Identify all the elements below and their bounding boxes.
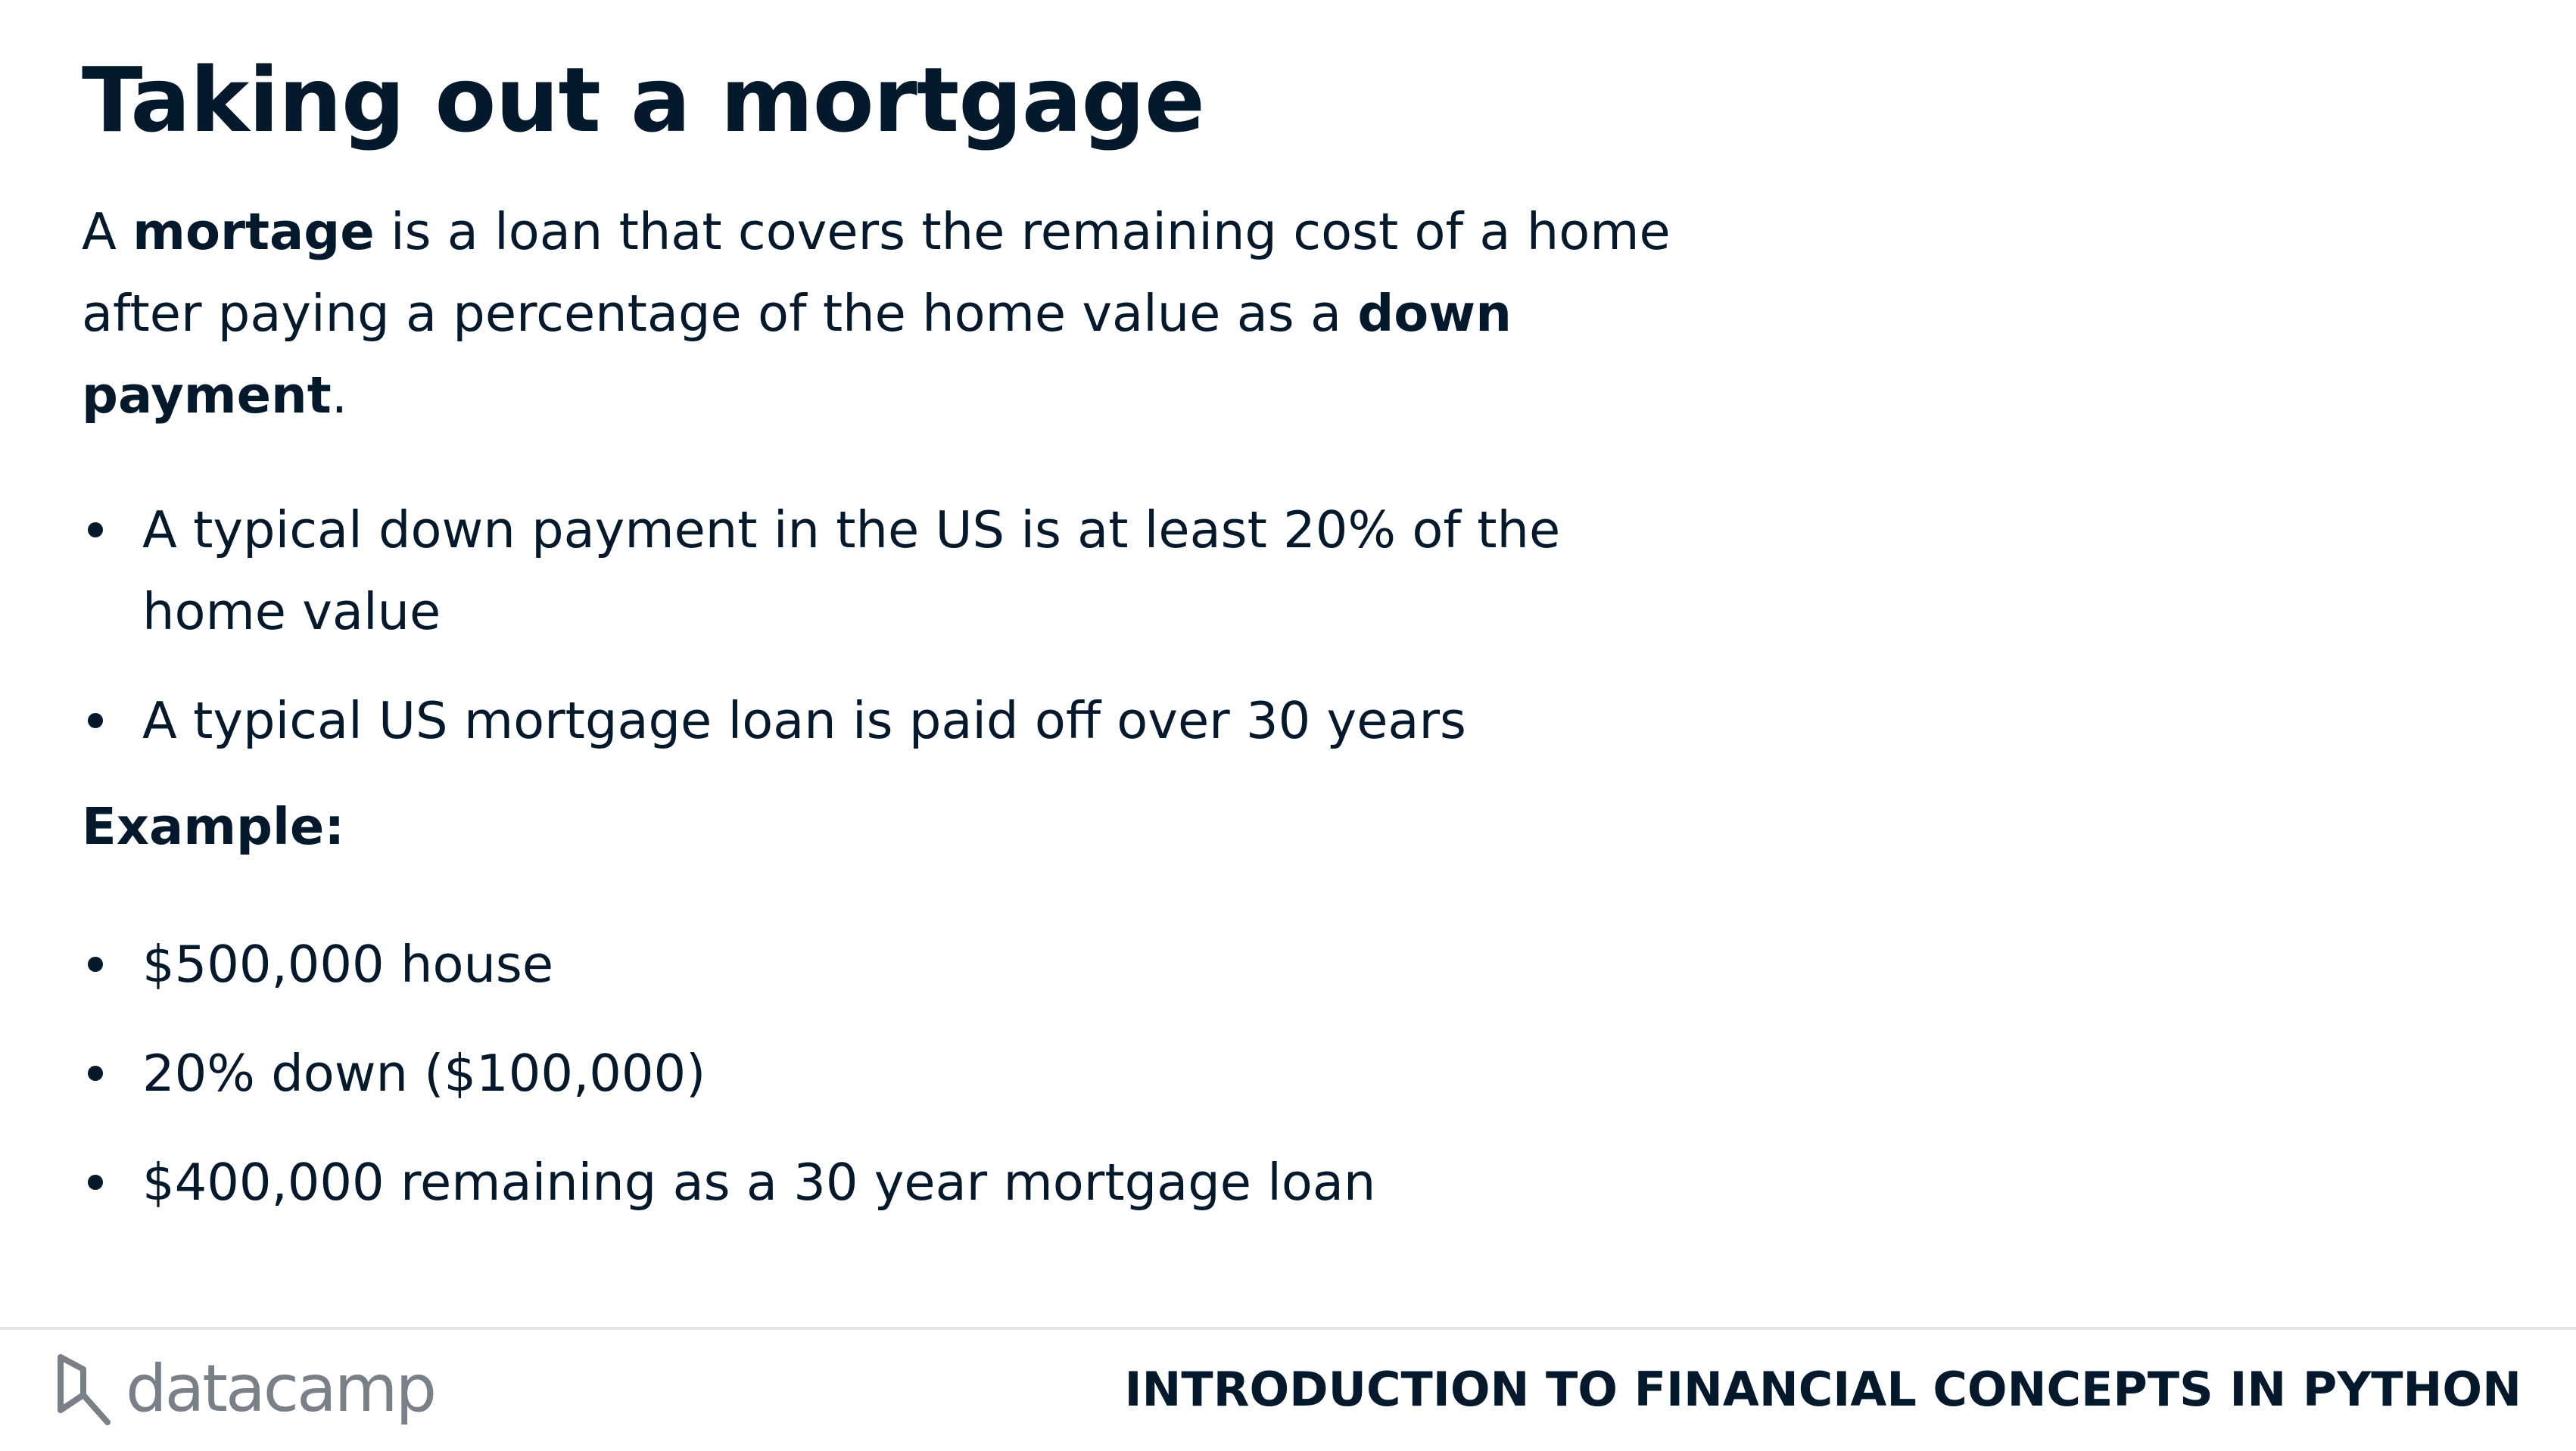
list-item: A typical US mortgage loan is paid off o…: [82, 680, 1671, 761]
term-mortgage: mortage: [132, 202, 375, 261]
datacamp-logo-icon: [58, 1354, 111, 1425]
footer-divider: [0, 1327, 2576, 1330]
bullet-icon: [88, 522, 103, 537]
list-item: $500,000 house: [82, 923, 1671, 1005]
datacamp-logo: datacamp: [53, 1347, 437, 1431]
bullet-icon: [88, 713, 103, 728]
intro-text-2: is a loan that covers the remaining cost…: [82, 202, 1671, 343]
list-item: 20% down ($100,000): [82, 1032, 1671, 1114]
intro-text-1: A: [82, 202, 133, 261]
list-item: $400,000 remaining as a 30 year mortgage…: [82, 1141, 1671, 1223]
list-item-text: A typical US mortgage loan is paid off o…: [142, 691, 1466, 750]
intro-text-3: .: [331, 366, 348, 425]
intro-paragraph: A mortage is a loan that covers the rema…: [82, 191, 1709, 436]
facts-list: A typical down payment in the US is at l…: [82, 489, 1671, 789]
list-item-text: 20% down ($100,000): [142, 1044, 706, 1103]
bullet-icon: [88, 1066, 103, 1081]
example-heading: Example:: [82, 797, 345, 856]
course-title: INTRODUCTION TO FINANCIAL CONCEPTS IN PY…: [1124, 1362, 2521, 1417]
term-down-payment: down payment: [82, 284, 1512, 425]
bullet-icon: [88, 957, 103, 972]
logo-wordmark: datacamp: [126, 1351, 437, 1427]
list-item-text: $400,000 remaining as a 30 year mortgage…: [142, 1153, 1376, 1212]
list-item-text: A typical down payment in the US is at l…: [142, 500, 1561, 641]
example-list: $500,000 house 20% down ($100,000) $400,…: [82, 923, 1671, 1250]
list-item-text: $500,000 house: [142, 935, 554, 994]
slide-title: Taking out a mortgage: [82, 48, 1205, 152]
list-item: A typical down payment in the US is at l…: [82, 489, 1671, 652]
bullet-icon: [88, 1175, 103, 1190]
